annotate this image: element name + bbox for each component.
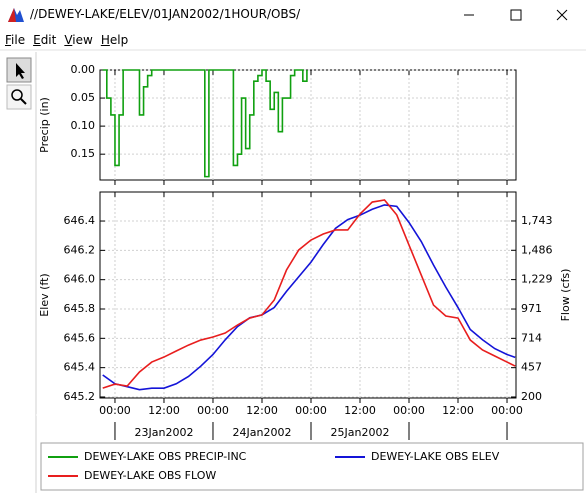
legend-box (40, 442, 584, 491)
day-label: 25Jan2002 (331, 426, 390, 439)
y-tick-label: 0.15 (71, 147, 96, 160)
plot-area (99, 69, 517, 181)
plot-area (99, 191, 517, 399)
maximize-button[interactable] (510, 9, 522, 21)
y-tick-label: 0.10 (71, 119, 96, 132)
y2-axis-label: Flow (cfs) (559, 269, 572, 322)
x-tick-label: 00:00 (99, 404, 131, 417)
zoom-icon (11, 89, 23, 101)
legend-label: DEWEY-LAKE OBS PRECIP-INC (84, 450, 247, 463)
y-tick-label: 646.2 (64, 243, 96, 256)
app-icon-part (8, 8, 16, 22)
menu-item[interactable]: File (5, 33, 26, 47)
y-tick-label: 1,743 (521, 214, 553, 227)
y-tick-label: 646.4 (64, 214, 96, 227)
x-tick-label: 12:00 (148, 404, 180, 417)
menu-item[interactable]: Edit (33, 33, 57, 47)
zoom-icon-handle (20, 98, 27, 105)
y-tick-label: 645.8 (64, 302, 96, 315)
series-line (102, 199, 516, 389)
x-tick-label: 00:00 (295, 404, 327, 417)
y-tick-label: 645.2 (64, 390, 96, 403)
y-tick-label: 714 (521, 331, 542, 344)
y-tick-label: 971 (521, 302, 542, 315)
legend-label: DEWEY-LAKE OBS FLOW (84, 469, 216, 482)
y-tick-label: 457 (521, 361, 542, 374)
day-label: 24Jan2002 (233, 426, 292, 439)
y-axis-label: Elev (ft) (38, 273, 51, 316)
series-line (102, 69, 308, 178)
menu-item[interactable]: View (64, 33, 93, 47)
day-label: 23Jan2002 (135, 426, 194, 439)
y-tick-label: 0.00 (71, 63, 96, 76)
y-tick-label: 645.4 (64, 361, 96, 374)
x-tick-label: 12:00 (246, 404, 278, 417)
y-tick-label: 200 (521, 390, 542, 403)
zoom-tool[interactable] (6, 84, 32, 110)
menu-bar: File Edit View Help (5, 33, 128, 47)
close-button[interactable] (556, 9, 568, 21)
y-tick-label: 0.05 (71, 91, 96, 104)
y-tick-label: 1,229 (521, 273, 553, 286)
pointer-icon (16, 63, 25, 79)
x-tick-label: 12:00 (442, 404, 474, 417)
y-tick-label: 646.0 (64, 273, 96, 286)
legend-label: DEWEY-LAKE OBS ELEV (371, 450, 500, 463)
window-title: //DEWEY-LAKE/ELEV/01JAN2002/1HOUR/OBS/ (30, 7, 301, 21)
menu-item[interactable]: Help (100, 33, 129, 47)
series-line (102, 204, 516, 391)
x-tick-label: 00:00 (491, 404, 523, 417)
y-tick-label: 1,486 (521, 243, 553, 256)
y-axis-label: Precip (in) (38, 97, 51, 153)
y-tick-label: 645.6 (64, 331, 96, 344)
x-tick-label: 12:00 (344, 404, 376, 417)
x-tick-label: 00:00 (197, 404, 229, 417)
x-tick-label: 00:00 (393, 404, 425, 417)
